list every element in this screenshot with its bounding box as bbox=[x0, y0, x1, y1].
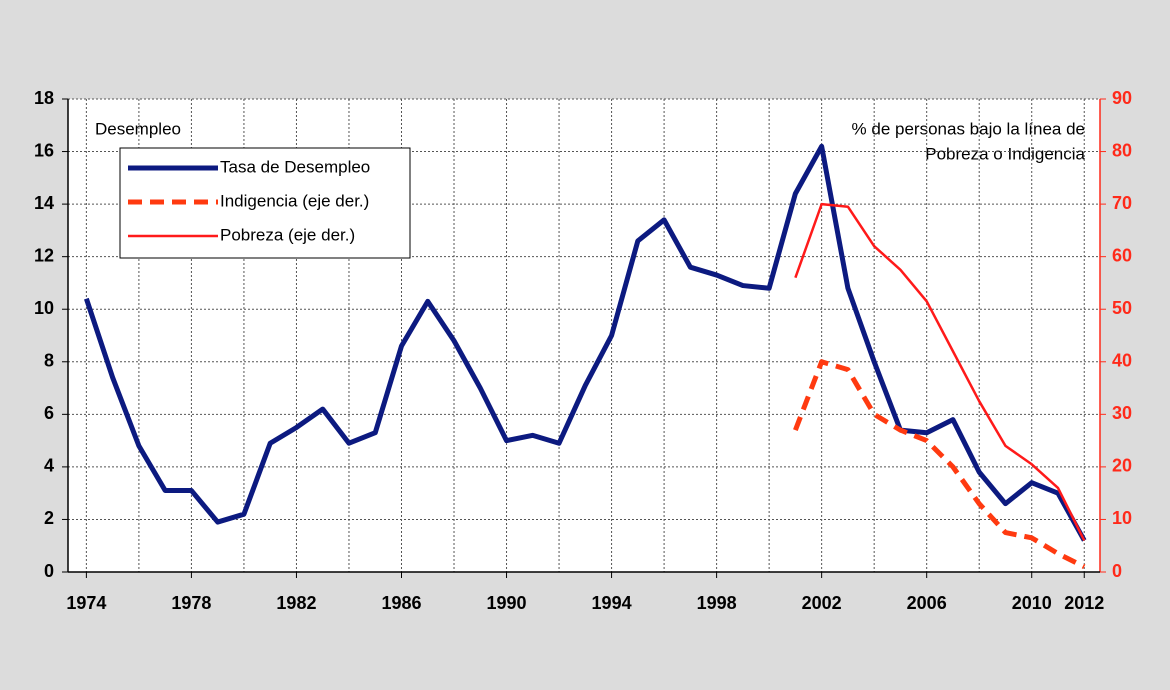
y2-tick-label: 80 bbox=[1112, 140, 1132, 160]
x-tick-label: 2010 bbox=[1012, 593, 1052, 613]
y-tick-label: 12 bbox=[34, 245, 54, 265]
y-tick-label: 18 bbox=[34, 88, 54, 108]
x-tick-label: 1990 bbox=[487, 593, 527, 613]
y2-tick-label: 90 bbox=[1112, 88, 1132, 108]
y2-tick-label: 20 bbox=[1112, 456, 1132, 476]
x-tick-label: 1998 bbox=[697, 593, 737, 613]
y2-tick-label: 0 bbox=[1112, 561, 1122, 581]
x-tick-label: 1994 bbox=[592, 593, 632, 613]
y2-tick-label: 30 bbox=[1112, 403, 1132, 423]
legend-label: Tasa de Desempleo bbox=[220, 157, 370, 176]
y-axis-label: Desempleo bbox=[95, 119, 181, 138]
y-tick-label: 0 bbox=[44, 561, 54, 581]
x-tick-label: 2012 bbox=[1064, 593, 1104, 613]
y-tick-label: 6 bbox=[44, 403, 54, 423]
y-tick-label: 8 bbox=[44, 351, 54, 371]
x-tick-label: 1978 bbox=[171, 593, 211, 613]
y2-tick-label: 10 bbox=[1112, 508, 1132, 528]
y2-tick-label: 70 bbox=[1112, 193, 1132, 213]
y2-axis-label: Pobreza o Indigencia bbox=[925, 144, 1085, 163]
y-tick-label: 14 bbox=[34, 193, 54, 213]
x-tick-label: 2006 bbox=[907, 593, 947, 613]
y-tick-label: 10 bbox=[34, 298, 54, 318]
y2-axis-label: % de personas bajo la línea de bbox=[852, 119, 1085, 138]
x-tick-label: 2002 bbox=[802, 593, 842, 613]
legend-label: Indigencia (eje der.) bbox=[220, 191, 369, 210]
x-tick-label: 1986 bbox=[381, 593, 421, 613]
series-line bbox=[794, 202, 1086, 542]
y-tick-label: 16 bbox=[34, 140, 54, 160]
series-line bbox=[84, 143, 1087, 542]
x-tick-label: 1982 bbox=[276, 593, 316, 613]
y-tick-label: 4 bbox=[44, 456, 54, 476]
series-line bbox=[793, 359, 1086, 569]
legend-label: Pobreza (eje der.) bbox=[220, 225, 355, 244]
x-tick-label: 1974 bbox=[66, 593, 106, 613]
y2-tick-label: 40 bbox=[1112, 351, 1132, 371]
y2-tick-label: 60 bbox=[1112, 245, 1132, 265]
y-tick-label: 2 bbox=[44, 508, 54, 528]
y2-tick-label: 50 bbox=[1112, 298, 1132, 318]
